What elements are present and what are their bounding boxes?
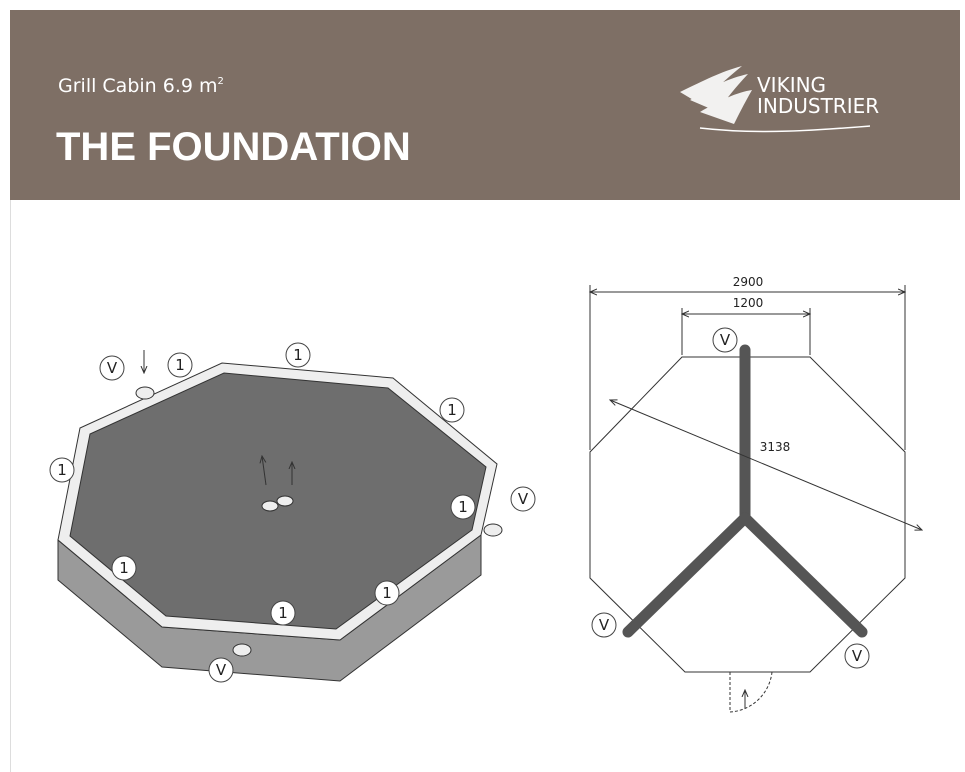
- post: [262, 501, 278, 511]
- callout-label: 1: [119, 559, 129, 577]
- page: The Foundation html, body { margin: 0; p…: [0, 0, 965, 772]
- callout-label: 1: [278, 604, 288, 622]
- iso-view: [58, 350, 502, 681]
- plan-view: [590, 285, 922, 712]
- document: Grill Cabin 6.9 m2 THE FOUNDATION VIKING…: [0, 0, 965, 772]
- dimension: 3138: [760, 440, 791, 454]
- title: THE FOUNDATION: [56, 125, 411, 169]
- dimension: 1200: [733, 296, 764, 310]
- dimension: 2900: [733, 275, 764, 289]
- callout-label: V: [720, 331, 731, 349]
- callout-label: 1: [175, 356, 185, 374]
- callout-label: V: [107, 359, 118, 377]
- logo-line2: INDUSTRIER: [757, 94, 879, 118]
- post: [277, 496, 293, 506]
- door-swing: [730, 672, 772, 712]
- subtitle: Grill Cabin 6.9 m2: [58, 75, 224, 97]
- callout-label: V: [518, 490, 529, 508]
- subtitle-sup: 2: [218, 76, 224, 87]
- post: [484, 524, 502, 536]
- callout-label: 1: [293, 346, 303, 364]
- callout-label: 1: [447, 401, 457, 419]
- callout-label: 1: [382, 584, 392, 602]
- callout-label: V: [852, 647, 863, 665]
- post: [136, 387, 154, 399]
- subtitle-text: Grill Cabin 6.9 m: [58, 75, 218, 97]
- post: [233, 644, 251, 656]
- page-body: {"header": {"subtitle": "Grill Cabin 6.9…: [0, 0, 965, 772]
- callout-label: 1: [458, 498, 468, 516]
- callout-label: 1: [57, 461, 67, 479]
- callout-label: V: [599, 616, 610, 634]
- callout-label: V: [216, 661, 227, 679]
